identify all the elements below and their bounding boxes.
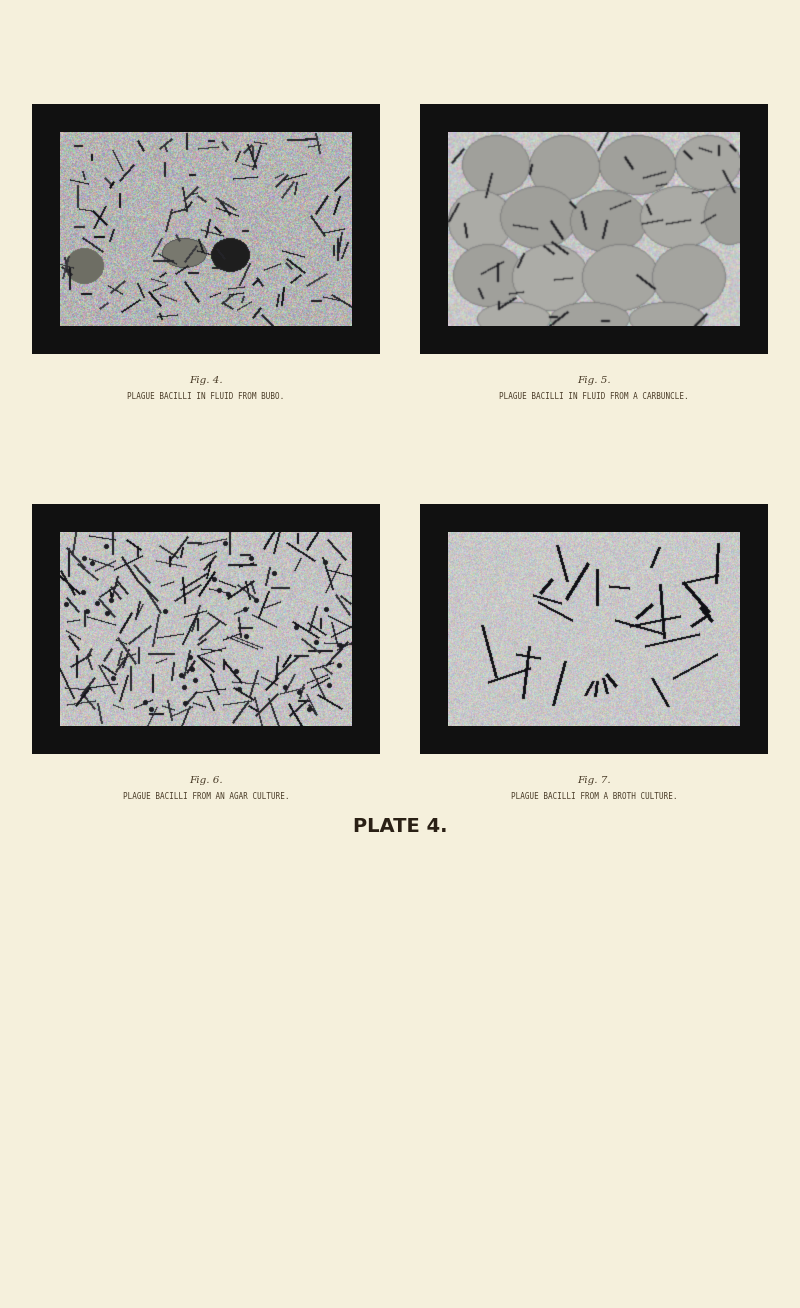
Text: PLATE 4.: PLATE 4.: [353, 818, 447, 836]
Text: PLAGUE BACILLI IN FLUID FROM BUBO.: PLAGUE BACILLI IN FLUID FROM BUBO.: [127, 392, 285, 402]
FancyBboxPatch shape: [420, 105, 768, 354]
Text: PLAGUE BACILLI IN FLUID FROM A CARBUNCLE.: PLAGUE BACILLI IN FLUID FROM A CARBUNCLE…: [499, 392, 689, 402]
Text: Fig. 4.: Fig. 4.: [189, 375, 223, 385]
Text: Fig. 7.: Fig. 7.: [577, 776, 611, 785]
Text: Fig. 5.: Fig. 5.: [577, 375, 611, 385]
FancyBboxPatch shape: [32, 105, 380, 354]
Text: PLAGUE BACILLI FROM AN AGAR CULTURE.: PLAGUE BACILLI FROM AN AGAR CULTURE.: [122, 793, 290, 800]
Text: PLAGUE BACILLI FROM A BROTH CULTURE.: PLAGUE BACILLI FROM A BROTH CULTURE.: [510, 793, 678, 800]
FancyBboxPatch shape: [420, 504, 768, 753]
FancyBboxPatch shape: [32, 504, 380, 753]
Text: Fig. 6.: Fig. 6.: [189, 776, 223, 785]
